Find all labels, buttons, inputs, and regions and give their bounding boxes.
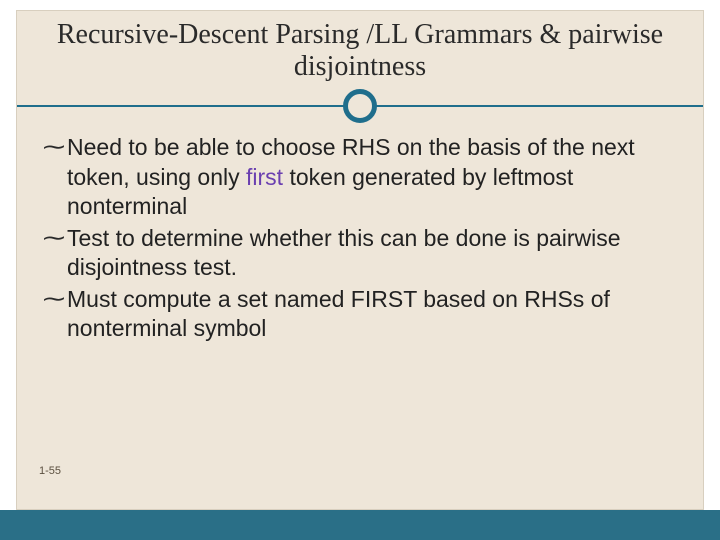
bullet-text-pre: Test to determine whether this can be do… (67, 225, 621, 280)
footer-bar (0, 510, 720, 540)
bullet-text: Test to determine whether this can be do… (67, 224, 677, 283)
bullet-icon: ⁓ (43, 224, 65, 253)
list-item: ⁓ Test to determine whether this can be … (43, 224, 677, 283)
list-item: ⁓ Need to be able to choose RHS on the b… (43, 133, 677, 221)
bullet-text: Must compute a set named FIRST based on … (67, 285, 677, 344)
bullet-list: ⁓ Need to be able to choose RHS on the b… (17, 127, 703, 343)
content-box: Recursive-Descent Parsing /LL Grammars &… (16, 10, 704, 510)
bullet-text-pre: Must compute a set named FIRST based on … (67, 286, 610, 341)
slide-title: Recursive-Descent Parsing /LL Grammars &… (17, 11, 703, 85)
ring-icon (343, 89, 377, 123)
bullet-text-em: first (246, 164, 283, 190)
bullet-icon: ⁓ (43, 285, 65, 314)
slide-number: 1-55 (39, 465, 61, 477)
list-item: ⁓ Must compute a set named FIRST based o… (43, 285, 677, 344)
slide: Recursive-Descent Parsing /LL Grammars &… (0, 0, 720, 540)
title-divider (17, 87, 703, 127)
bullet-text: Need to be able to choose RHS on the bas… (67, 133, 677, 221)
bullet-icon: ⁓ (43, 133, 65, 162)
